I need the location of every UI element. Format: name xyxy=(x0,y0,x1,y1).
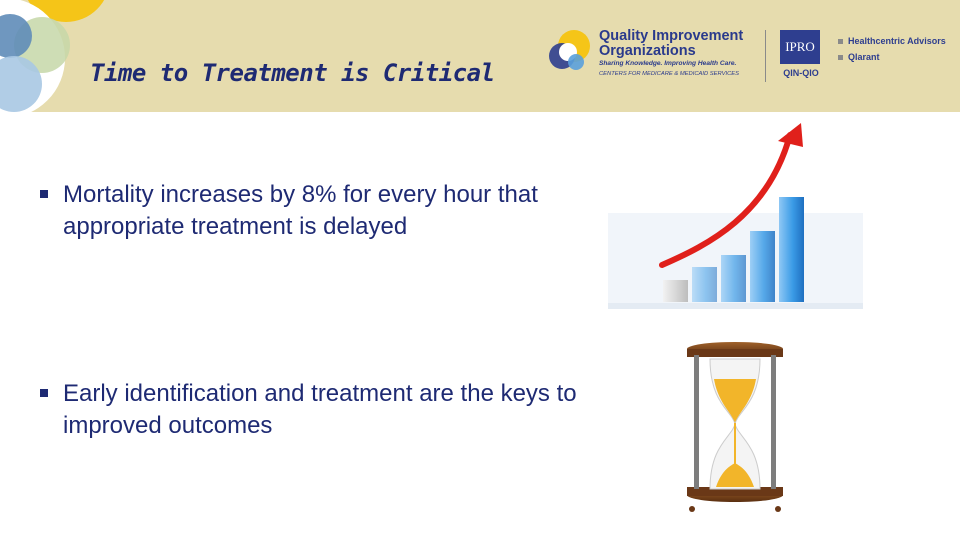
partner-label: Healthcentric Advisors xyxy=(848,36,946,46)
slide-header: Time to Treatment is Critical Quality Im… xyxy=(0,0,960,112)
logo-divider xyxy=(765,30,766,82)
slide-title: Time to Treatment is Critical xyxy=(90,59,495,87)
bullet-early-identification: Early identification and treatment are t… xyxy=(40,378,620,442)
bullet-text: Mortality increases by 8% for every hour… xyxy=(63,181,538,240)
bullet-mortality: Mortality increases by 8% for every hour… xyxy=(40,179,620,243)
qio-name-line1: Quality Improvement xyxy=(599,28,744,44)
square-bullet-icon xyxy=(40,389,48,397)
square-bullet-icon xyxy=(40,190,48,198)
ipro-logo: IPRO xyxy=(780,30,820,64)
qio-subtitle: CENTERS FOR MEDICARE & MEDICAID SERVICES xyxy=(599,71,740,77)
qio-name-line2: Organizations xyxy=(599,43,696,59)
partner-label: Qlarant xyxy=(848,52,880,62)
partner-qlarant: Qlarant xyxy=(838,52,958,62)
hourglass-icon xyxy=(687,342,783,512)
bullet-text: Early identification and treatment are t… xyxy=(63,380,577,439)
qio-logo: Quality Improvement Organizations Sharin… xyxy=(546,26,766,84)
ipro-subtitle: QIN-QIO xyxy=(783,68,819,78)
square-bullet-icon xyxy=(838,55,843,60)
qio-name: Quality Improvement Organizations xyxy=(599,29,769,59)
partner-list: Healthcentric Advisors Qlarant xyxy=(838,36,958,62)
partner-healthcentric: Healthcentric Advisors xyxy=(838,36,958,46)
square-bullet-icon xyxy=(838,39,843,44)
rising-bar-chart-arrow-icon xyxy=(608,123,863,309)
decorative-circles-icon xyxy=(0,0,105,112)
qio-tagline: Sharing Knowledge. Improving Health Care… xyxy=(599,60,737,67)
qio-circles-icon xyxy=(549,30,590,70)
